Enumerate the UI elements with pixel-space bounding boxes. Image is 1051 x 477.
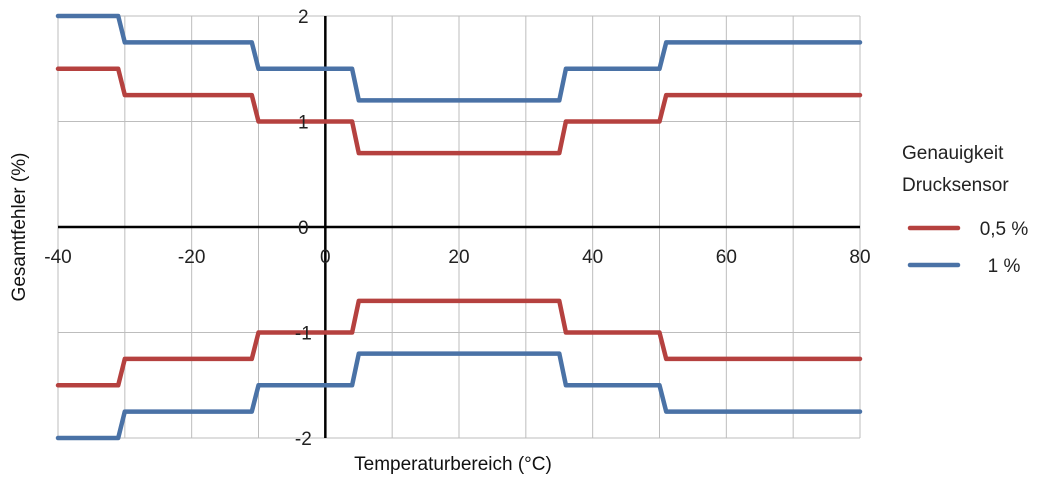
- x-tick-label: 80: [849, 247, 870, 268]
- axes: [58, 16, 860, 438]
- tick-labels: -40 -20 0 20 40 60 80 2 1 0 -1 -2: [44, 7, 870, 450]
- series-lines: [55, 13, 863, 441]
- series-line-upper: [55, 66, 863, 156]
- x-tick-label: -20: [178, 247, 205, 268]
- x-tick-label: 0: [320, 247, 331, 268]
- series-line-upper: [55, 13, 863, 103]
- x-tick-label: -40: [44, 247, 71, 268]
- x-tick-label: 40: [582, 247, 603, 268]
- legend-label: 1 %: [988, 256, 1021, 277]
- legend: Genauigkeit Drucksensor 0,5 % 1 %: [902, 143, 1028, 277]
- x-axis-title: Temperaturbereich (°C): [354, 454, 552, 475]
- y-axis-title: Gesamtfehler (%): [9, 153, 30, 302]
- y-tick-label: -2: [295, 429, 312, 450]
- x-tick-label: 60: [716, 247, 737, 268]
- legend-title-line2: Drucksensor: [902, 175, 1009, 196]
- series-line-lower: [55, 351, 863, 441]
- legend-label: 0,5 %: [980, 219, 1029, 240]
- legend-title-line1: Genauigkeit: [902, 143, 1004, 164]
- y-tick-label: 2: [298, 7, 309, 28]
- y-tick-label: 0: [298, 218, 309, 239]
- x-tick-label: 20: [448, 247, 469, 268]
- y-tick-label: -1: [295, 324, 312, 345]
- legend-items: 0,5 % 1 %: [907, 219, 1029, 277]
- series-line-lower: [55, 298, 863, 388]
- y-tick-label: 1: [298, 113, 309, 134]
